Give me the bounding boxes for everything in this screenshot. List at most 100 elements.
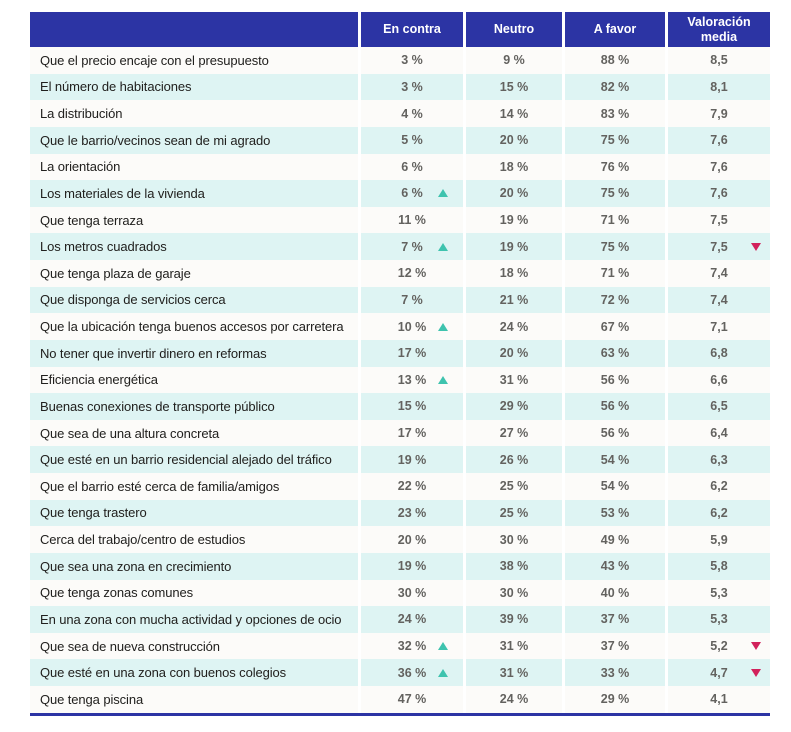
table-row: Que el precio encaje con el presupuesto …: [30, 47, 770, 74]
cell-valoracion-media: 7,4: [665, 260, 770, 287]
a-favor-value: 75 %: [600, 133, 630, 148]
table-body: Que el precio encaje con el presupuesto …: [30, 47, 770, 713]
a-favor-value: 67 %: [600, 319, 630, 334]
cell-valoracion-media: 8,1: [665, 73, 770, 101]
valoracion-media-value: 7,6: [710, 133, 728, 148]
a-favor-value: 37 %: [600, 639, 630, 654]
row-label: Que le barrio/vecinos sean de mi agrado: [40, 132, 271, 148]
cell-valoracion-media: 7,1: [665, 313, 770, 340]
cell-neutro: 30 %: [463, 526, 562, 553]
a-favor-value: 56 %: [600, 426, 630, 441]
row-label: No tener que invertir dinero en reformas: [40, 345, 267, 361]
en-contra-value: 5 %: [401, 133, 423, 148]
cell-en-contra: 32 %: [358, 632, 463, 660]
a-favor-value: 83 %: [600, 106, 630, 121]
cell-a-favor: 56 %: [562, 393, 665, 420]
cell-a-favor: 75 %: [562, 233, 665, 260]
valoracion-media-value: 8,1: [710, 79, 728, 94]
row-label: Que sea una zona en crecimiento: [40, 558, 232, 574]
row-label: Que tenga terraza: [40, 212, 144, 228]
en-contra-value: 47 %: [397, 692, 427, 707]
a-favor-value: 88 %: [600, 53, 630, 68]
cell-a-favor: 37 %: [562, 606, 665, 633]
en-contra-value: 22 %: [397, 479, 427, 494]
cell-valoracion-media: 5,2: [665, 632, 770, 660]
cell-valoracion-media: 7,5: [665, 206, 770, 234]
cell-en-contra: 19 %: [358, 552, 463, 580]
en-contra-value: 17 %: [397, 346, 427, 361]
cell-valoracion-media: 8,5: [665, 47, 770, 74]
row-label: Eficiencia energética: [40, 372, 158, 388]
row-label: Buenas conexiones de transporte público: [40, 398, 275, 414]
neutro-value: 20 %: [499, 133, 529, 148]
a-favor-value: 72 %: [600, 292, 630, 307]
cell-valoracion-media: 6,4: [665, 419, 770, 447]
cell-valoracion-media: 5,9: [665, 526, 770, 553]
cell-a-favor: 82 %: [562, 73, 665, 101]
en-contra-value: 11 %: [398, 213, 426, 228]
neutro-value: 14 %: [499, 106, 529, 121]
decrease-marker-icon: [751, 642, 761, 651]
cell-neutro: 20 %: [463, 180, 562, 207]
a-favor-value: 75 %: [600, 186, 630, 201]
cell-valoracion-media: 6,6: [665, 366, 770, 394]
a-favor-value: 37 %: [600, 612, 630, 627]
neutro-value: 27 %: [499, 426, 529, 441]
en-contra-value: 20 %: [397, 532, 427, 547]
cell-en-contra: 22 %: [358, 473, 463, 500]
table-row: Los materiales de la vivienda 6 % 20 % 7…: [30, 180, 770, 207]
row-label: Que sea de una altura concreta: [40, 425, 220, 441]
row-label: Que la ubicación tenga buenos accesos po…: [40, 319, 344, 335]
cell-valoracion-media: 6,8: [665, 339, 770, 367]
cell-a-favor: 88 %: [562, 47, 665, 74]
en-contra-value: 7 %: [401, 292, 423, 307]
cell-a-favor: 71 %: [562, 206, 665, 234]
en-contra-value: 19 %: [397, 559, 427, 574]
table-bottom-border: [30, 712, 770, 716]
cell-a-favor: 40 %: [562, 579, 665, 607]
cell-valoracion-media: 7,6: [665, 180, 770, 207]
table-row: El número de habitaciones 3 % 15 % 82 % …: [30, 73, 770, 101]
neutro-value: 30 %: [499, 585, 529, 600]
neutro-value: 25 %: [499, 505, 529, 520]
table-row: Que esté en una zona con buenos colegios…: [30, 659, 770, 686]
decrease-marker-icon: [751, 668, 761, 677]
neutro-value: 18 %: [499, 159, 529, 174]
a-favor-value: 82 %: [600, 79, 630, 94]
cell-neutro: 14 %: [463, 100, 562, 127]
row-label: La orientación: [40, 159, 121, 175]
cell-a-favor: 67 %: [562, 313, 665, 340]
neutro-value: 31 %: [499, 639, 529, 654]
valoracion-media-value: 6,2: [710, 505, 728, 520]
cell-en-contra: 19 %: [358, 446, 463, 473]
neutro-value: 31 %: [499, 372, 529, 387]
a-favor-value: 71 %: [600, 266, 630, 281]
cell-valoracion-media: 4,7: [665, 659, 770, 686]
cell-neutro: 24 %: [463, 313, 562, 340]
cell-neutro: 20 %: [463, 339, 562, 367]
cell-a-favor: 53 %: [562, 499, 665, 527]
cell-en-contra: 47 %: [358, 686, 463, 713]
a-favor-value: 76 %: [600, 159, 630, 174]
a-favor-value: 54 %: [600, 479, 630, 494]
table-header: En contra Neutro A favor Valoración medi…: [30, 12, 770, 47]
cell-a-favor: 75 %: [562, 126, 665, 154]
cell-neutro: 39 %: [463, 606, 562, 633]
table-row: La distribución 4 % 14 % 83 % 7,9: [30, 100, 770, 127]
cell-neutro: 18 %: [463, 260, 562, 287]
row-label: Que el barrio esté cerca de familia/amig…: [40, 478, 280, 494]
cell-valoracion-media: 6,2: [665, 473, 770, 500]
increase-marker-icon: [438, 375, 448, 384]
cell-a-favor: 43 %: [562, 552, 665, 580]
table-row: En una zona con mucha actividad y opcion…: [30, 606, 770, 633]
cell-en-contra: 20 %: [358, 526, 463, 553]
cell-valoracion-media: 7,4: [665, 286, 770, 314]
cell-valoracion-media: 7,9: [665, 100, 770, 127]
neutro-value: 38 %: [499, 559, 529, 574]
increase-marker-icon: [438, 668, 448, 677]
cell-en-contra: 3 %: [358, 73, 463, 101]
valoracion-media-value: 6,4: [710, 426, 728, 441]
row-label: Que esté en una zona con buenos colegios: [40, 665, 287, 681]
table-row: Que tenga plaza de garaje 12 % 18 % 71 %…: [30, 260, 770, 287]
a-favor-value: 40 %: [600, 585, 630, 600]
